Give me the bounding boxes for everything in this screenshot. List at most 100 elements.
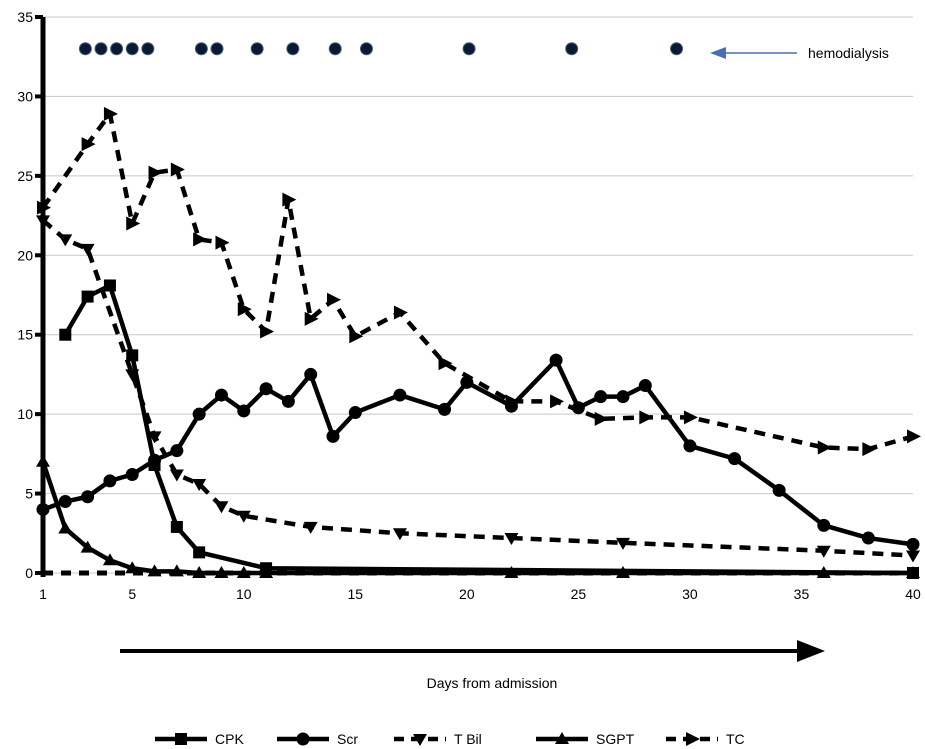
point-tc-4 bbox=[148, 165, 163, 180]
hemodialysis-dot-12 bbox=[565, 42, 579, 56]
point-tc-21 bbox=[817, 440, 832, 455]
x-tick-labels: 1 5 10 15 20 25 30 35 40 bbox=[39, 586, 921, 602]
y-tick-label-30: 30 bbox=[17, 88, 33, 104]
hemodialysis-dot-11 bbox=[462, 42, 476, 56]
point-scr-27 bbox=[817, 518, 831, 532]
point-sgpt-4 bbox=[125, 561, 140, 574]
point-t-bil-8 bbox=[236, 510, 251, 523]
point-sgpt-1 bbox=[58, 521, 73, 534]
point-scr-16 bbox=[438, 402, 452, 416]
point-t-bil-4 bbox=[147, 431, 162, 444]
point-scr-24 bbox=[683, 439, 697, 453]
y-tick-label-35: 35 bbox=[17, 9, 33, 25]
x-tick-label-30: 30 bbox=[682, 586, 698, 602]
point-tc-14 bbox=[393, 305, 408, 320]
hemodialysis-dot-3 bbox=[125, 42, 139, 56]
point-sgpt-14 bbox=[906, 566, 920, 578]
y-tick-label-5: 5 bbox=[25, 486, 33, 502]
y-tick-label-0: 0 bbox=[25, 565, 33, 581]
time-arrow bbox=[120, 640, 825, 662]
x-tick-label-5: 5 bbox=[128, 586, 136, 602]
point-tc-0 bbox=[37, 200, 51, 215]
point-scr-6 bbox=[170, 444, 184, 458]
annotation-arrow-head bbox=[710, 47, 726, 59]
point-sgpt-7 bbox=[192, 566, 207, 578]
point-scr-23 bbox=[638, 379, 652, 393]
series-scr bbox=[36, 353, 920, 551]
point-scr-29 bbox=[906, 537, 920, 551]
legend-label-tc: TC bbox=[726, 731, 745, 747]
point-sgpt-10 bbox=[259, 566, 274, 578]
y-tick-label-10: 10 bbox=[17, 406, 33, 422]
legend-label-t-bil: T Bil bbox=[454, 731, 482, 747]
series-sgpt bbox=[36, 454, 920, 578]
point-sgpt-12 bbox=[616, 566, 630, 578]
hemodialysis-dot-0 bbox=[78, 42, 92, 56]
point-tc-10 bbox=[282, 192, 297, 207]
legend-label-sgpt: SGPT bbox=[596, 731, 635, 747]
point-tc-13 bbox=[349, 329, 364, 344]
y-tick-labels: 0 5 10 15 20 25 30 35 bbox=[17, 9, 33, 581]
y-tick-label-20: 20 bbox=[17, 247, 33, 263]
point-scr-3 bbox=[103, 474, 117, 488]
point-scr-15 bbox=[393, 388, 407, 402]
y-tick-label-25: 25 bbox=[17, 168, 33, 184]
point-scr-26 bbox=[772, 483, 786, 497]
point-sgpt-0 bbox=[36, 454, 50, 467]
point-sgpt-2 bbox=[80, 540, 95, 553]
point-t-bil-1 bbox=[58, 234, 73, 247]
legend: CPK Scr T Bil SGPT TC bbox=[155, 731, 745, 747]
legend-marker-tc bbox=[686, 732, 700, 746]
hemodialysis-dot-8 bbox=[286, 42, 300, 56]
point-scr-22 bbox=[616, 390, 630, 404]
point-scr-1 bbox=[58, 495, 72, 509]
series-t-bil bbox=[36, 215, 920, 563]
point-scr-19 bbox=[549, 353, 563, 367]
point-sgpt-11 bbox=[504, 566, 519, 578]
point-cpk-6 bbox=[193, 546, 206, 559]
point-scr-25 bbox=[728, 452, 742, 466]
x-tick-label-1: 1 bbox=[39, 586, 47, 602]
hemodialysis-dot-2 bbox=[110, 42, 124, 56]
point-scr-11 bbox=[281, 394, 295, 408]
point-tc-23 bbox=[907, 429, 921, 444]
point-t-bil-13 bbox=[816, 545, 831, 558]
legend-label-scr: Scr bbox=[337, 731, 358, 747]
gridlines bbox=[43, 16, 913, 574]
x-tick-label-25: 25 bbox=[571, 586, 587, 602]
point-tc-16 bbox=[505, 394, 520, 409]
point-t-bil-9 bbox=[303, 521, 318, 534]
point-cpk-0 bbox=[59, 328, 72, 341]
point-sgpt-9 bbox=[236, 566, 251, 578]
legend-marker-scr bbox=[296, 732, 310, 746]
point-tc-17 bbox=[550, 394, 565, 409]
legend-marker-cpk bbox=[175, 733, 187, 745]
series-tc bbox=[37, 106, 921, 457]
point-tc-7 bbox=[215, 235, 230, 250]
hemodialysis-annotation: hemodialysis bbox=[710, 45, 889, 61]
point-sgpt-8 bbox=[214, 566, 229, 578]
hemodialysis-markers bbox=[78, 42, 684, 56]
point-t-bil-0 bbox=[36, 215, 50, 228]
point-tc-12 bbox=[327, 292, 341, 307]
point-cpk-3 bbox=[126, 349, 139, 362]
point-t-bil-11 bbox=[504, 533, 519, 546]
legend-label-cpk: CPK bbox=[215, 731, 244, 747]
hemodialysis-dot-5 bbox=[194, 42, 208, 56]
point-scr-10 bbox=[259, 382, 273, 396]
legend-marker-t-bil bbox=[413, 734, 427, 746]
point-tc-1 bbox=[81, 137, 96, 152]
x-tick-label-15: 15 bbox=[348, 586, 364, 602]
point-t-bil-12 bbox=[616, 537, 630, 550]
point-scr-9 bbox=[237, 404, 251, 418]
point-tc-19 bbox=[639, 410, 654, 425]
point-tc-8 bbox=[237, 302, 252, 317]
hemodialysis-dot-7 bbox=[250, 42, 264, 56]
point-scr-0 bbox=[36, 502, 50, 516]
point-t-bil-2 bbox=[80, 243, 95, 256]
x-tick-label-10: 10 bbox=[236, 586, 252, 602]
point-tc-11 bbox=[304, 311, 319, 326]
point-sgpt-6 bbox=[169, 564, 184, 577]
point-tc-6 bbox=[193, 232, 208, 247]
